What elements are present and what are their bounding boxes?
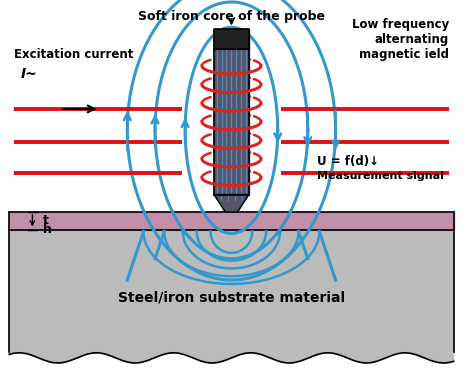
Text: h: h: [43, 223, 52, 236]
Text: U = f(d)↓: U = f(d)↓: [317, 155, 379, 168]
Text: t: t: [43, 214, 48, 227]
Text: Soft iron core of the probe: Soft iron core of the probe: [138, 10, 325, 23]
Bar: [214, 49, 249, 194]
Text: Excitation current: Excitation current: [14, 48, 133, 61]
Polygon shape: [214, 194, 249, 212]
Text: Low frequency
alternating
magnetic ield: Low frequency alternating magnetic ield: [352, 18, 449, 61]
Polygon shape: [9, 230, 454, 363]
Text: Steel/iron substrate material: Steel/iron substrate material: [118, 291, 345, 305]
Text: Measurement signal: Measurement signal: [317, 171, 444, 181]
Text: I~: I~: [21, 67, 37, 81]
